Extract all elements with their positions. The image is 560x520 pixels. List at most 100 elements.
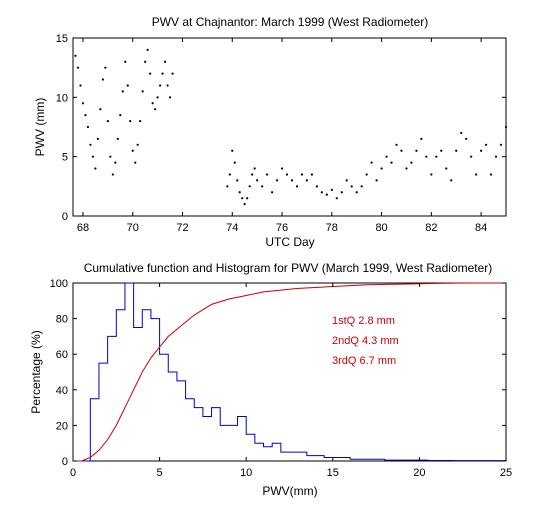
pwv-point (171, 72, 174, 75)
pwv-point (91, 155, 95, 158)
pwv-point (126, 84, 129, 87)
pwv-point (158, 84, 162, 87)
top-xtick-label: 84 (475, 222, 487, 234)
pwv-point (261, 185, 264, 188)
pwv-point (475, 173, 478, 176)
pwv-point (270, 191, 274, 194)
pwv-point (460, 131, 463, 135)
pwv-point (166, 84, 169, 87)
pwv-point (385, 155, 388, 158)
pwv-point (124, 60, 127, 63)
pwv-point (295, 185, 299, 188)
pwv-point (79, 84, 82, 87)
pwv-point (420, 137, 423, 140)
bottom-ytick-label: 100 (50, 278, 68, 290)
pwv-point (161, 72, 164, 75)
quartile-annotations: 1stQ 2.8 mm 2ndQ 4.3 mm 3rdQ 6.7 mm (332, 315, 399, 367)
pwv-point (111, 173, 114, 176)
pwv-point (430, 173, 433, 176)
pwv-point (425, 155, 428, 158)
pwv-point (151, 102, 154, 105)
pwv-point (241, 197, 244, 200)
pwv-point (163, 60, 167, 63)
pwv-point (310, 173, 313, 176)
top-ytick-label: 15 (56, 33, 68, 45)
pwv-point (470, 155, 473, 158)
pwv-point (131, 149, 134, 152)
pwv-point (139, 119, 142, 123)
pwv-point (330, 188, 333, 191)
bottom-xtick-label: 15 (327, 467, 339, 479)
top-ytick-label: 0 (62, 211, 68, 223)
bottom-xtick-label: 10 (240, 467, 252, 479)
bottom-ytick-label: 60 (56, 349, 68, 361)
pwv-point (335, 197, 338, 200)
pwv-point (136, 143, 139, 146)
pwv-point (300, 173, 304, 176)
top-xtick-label: 80 (375, 222, 387, 234)
pwv-point (146, 48, 149, 51)
pwv-point (484, 143, 488, 146)
bottom-ytick-label: 0 (62, 456, 68, 468)
bottom-chart-axes-box (72, 282, 507, 462)
pwv-point (266, 173, 269, 176)
pwv-histogram-chart: Cumulative function and Histogram for PW… (29, 261, 512, 498)
bottom-chart-marks (73, 282, 507, 462)
pwv-point (370, 161, 373, 164)
top-xtick-label: 70 (127, 222, 139, 234)
pwv-point (86, 125, 90, 129)
pwv-point (121, 90, 124, 93)
bottom-chart-title: Cumulative function and Histogram for PW… (84, 261, 493, 275)
pwv-point (440, 149, 443, 152)
pwv-point (156, 96, 159, 99)
pwv-point (410, 161, 413, 164)
pwv-point (94, 167, 97, 170)
cumulative-line (73, 282, 506, 462)
quartile-label: 1stQ 2.8 mm (332, 315, 395, 327)
pwv-point (290, 179, 294, 182)
pwv-point (251, 173, 254, 176)
quartile-label: 3rdQ 6.7 mm (332, 355, 396, 367)
pwv-point (325, 193, 328, 196)
bottom-xtick-label: 0 (70, 467, 76, 479)
bottom-xtick-label: 5 (157, 467, 163, 479)
pwv-point (246, 197, 249, 200)
pwv-point (248, 185, 251, 188)
quartile-label: 2ndQ 4.3 mm (332, 335, 399, 347)
pwv-point (226, 185, 229, 188)
bottom-ytick-label: 80 (56, 314, 68, 326)
top-chart-x-ticks: 68 70 72 74 76 78 80 82 84 (77, 38, 487, 234)
pwv-point (340, 191, 343, 194)
top-chart-title: PWV at Chajnantor: March 1999 (West Radi… (152, 15, 429, 29)
top-chart-axes-box (72, 37, 507, 217)
pwv-point (280, 167, 284, 170)
pwv-point (465, 137, 468, 140)
pwv-point (141, 90, 144, 93)
pwv-point (275, 179, 279, 182)
pwv-point (285, 173, 289, 176)
pwv-point (149, 72, 152, 75)
pwv-point (96, 137, 99, 140)
bottom-xtick-label: 25 (500, 467, 512, 479)
pwv-point (114, 161, 117, 164)
pwv-point (236, 179, 239, 182)
pwv-point (81, 102, 85, 105)
pwv-point (106, 119, 109, 123)
pwv-point (74, 54, 77, 57)
pwv-point (455, 149, 458, 152)
top-xtick-label: 78 (326, 222, 338, 234)
pwv-point (119, 114, 122, 117)
pwv-point (390, 161, 393, 164)
top-chart-marks (74, 48, 508, 206)
pwv-point (380, 167, 383, 170)
pwv-point (305, 179, 309, 182)
pwv-point (345, 179, 348, 182)
pwv-point (168, 96, 172, 99)
pwv-point (129, 119, 132, 123)
top-xtick-label: 72 (176, 222, 188, 234)
top-ytick-label: 10 (56, 92, 68, 104)
pwv-point (109, 155, 112, 158)
pwv-point (84, 114, 87, 117)
top-xtick-label: 76 (276, 222, 288, 234)
pwv-point (405, 167, 408, 170)
